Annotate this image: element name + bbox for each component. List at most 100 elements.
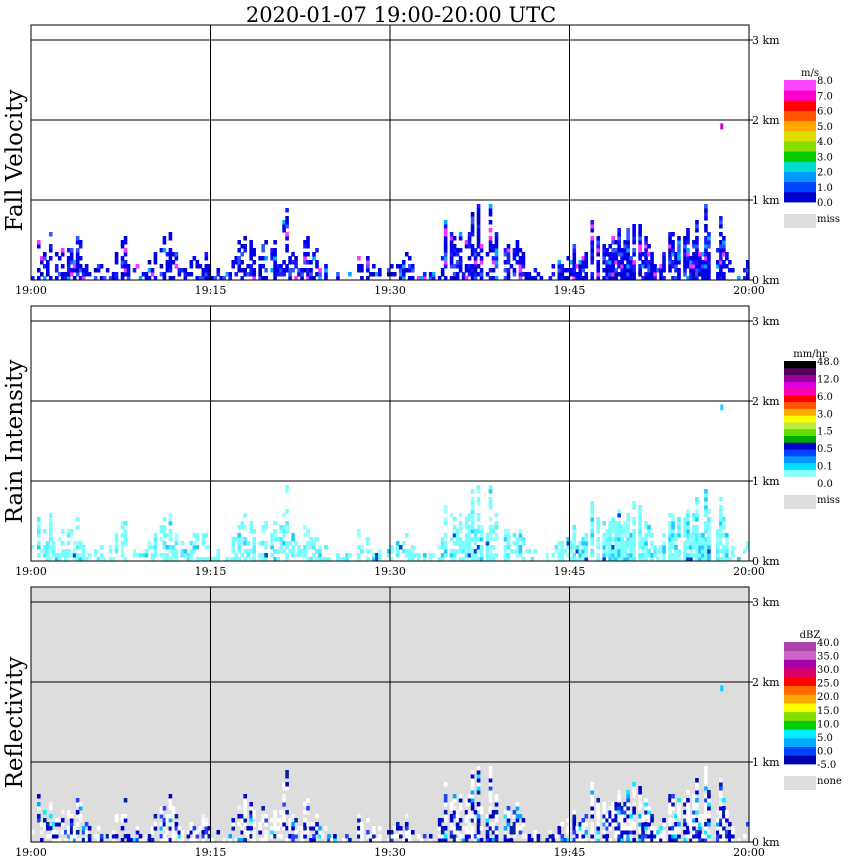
echo-cell	[449, 240, 454, 245]
echo-cell	[632, 232, 636, 237]
echo-cell	[171, 549, 176, 554]
echo-cell	[692, 798, 696, 803]
echo-cell	[78, 553, 83, 558]
echo-cell	[443, 541, 448, 546]
echo-cell	[719, 830, 723, 835]
echo-cell	[84, 822, 89, 827]
echo-cell	[207, 276, 212, 281]
echo-cell	[644, 521, 648, 526]
echo-cell	[473, 541, 478, 546]
echo-cell	[168, 248, 173, 253]
echo-cell	[494, 525, 499, 530]
y-tick-label: 0 km	[752, 836, 780, 849]
echo-cell	[596, 248, 601, 253]
echo-cell	[345, 553, 349, 558]
echo-cell	[207, 264, 212, 269]
echo-cell	[662, 545, 666, 550]
echo-cell	[318, 830, 322, 835]
echo-cell	[375, 557, 379, 562]
echo-cell	[638, 533, 642, 538]
echo-cell	[48, 525, 53, 530]
echo-cell	[641, 537, 645, 542]
echo-cell	[626, 260, 630, 265]
echo-cell	[404, 252, 409, 257]
colorbar-unit: mm/hr	[793, 349, 827, 360]
echo-cell	[695, 236, 699, 241]
echo-cell	[668, 541, 672, 546]
echo-cell	[569, 557, 574, 562]
echo-cell	[108, 545, 113, 550]
echo-cell	[470, 264, 475, 269]
echo-cell	[584, 264, 589, 269]
echo-cell	[273, 810, 277, 815]
echo-cell	[506, 838, 511, 843]
echo-cell	[521, 537, 526, 542]
echo-cell	[72, 541, 77, 546]
echo-cell	[84, 830, 89, 835]
echo-cell	[506, 810, 511, 815]
echo-cell	[692, 276, 696, 281]
colorbar-label: 0.0	[817, 198, 833, 209]
y-tick-label: 0 km	[752, 555, 780, 568]
echo-cell	[494, 533, 499, 538]
panel-ylabel: Reflectivity	[2, 657, 28, 789]
echo-cell	[707, 541, 711, 546]
echo-cell	[488, 204, 493, 209]
echo-cell	[719, 497, 723, 502]
echo-cell	[147, 541, 152, 546]
echo-cell	[36, 276, 41, 281]
echo-cell	[611, 240, 615, 245]
echo-cell	[470, 790, 475, 795]
echo-cell	[677, 521, 681, 526]
echo-cell	[650, 256, 654, 261]
echo-cell	[656, 268, 660, 273]
echo-cell	[72, 268, 77, 273]
echo-cell	[674, 557, 678, 562]
echo-cell	[291, 814, 295, 819]
echo-cell	[303, 240, 307, 245]
echo-cell	[473, 276, 478, 281]
echo-cell	[252, 268, 256, 273]
echo-cell	[264, 276, 268, 281]
echo-cell	[590, 794, 595, 799]
echo-cell	[165, 553, 170, 558]
echo-cell	[674, 545, 678, 550]
echo-cell	[494, 537, 499, 542]
echo-cell	[515, 549, 520, 554]
echo-cell	[470, 774, 475, 779]
echo-cell	[458, 802, 463, 807]
echo-cell	[581, 541, 586, 546]
colorbar-swatch	[784, 703, 816, 713]
echo-cell	[48, 244, 53, 249]
echo-cell	[99, 553, 104, 558]
echo-cell	[120, 272, 125, 277]
echo-cell	[704, 774, 708, 779]
echo-cell	[704, 826, 708, 831]
echo-cell	[36, 806, 41, 811]
echo-cell	[512, 541, 517, 546]
echo-cell	[470, 489, 475, 494]
x-tick-label: 19:30	[374, 846, 406, 859]
echo-cell	[620, 264, 624, 269]
echo-cell	[443, 276, 448, 281]
echo-cell	[560, 553, 565, 558]
echo-cell	[192, 826, 197, 831]
echo-cell	[605, 834, 609, 839]
echo-cell	[512, 256, 517, 261]
echo-cell	[698, 834, 702, 839]
echo-cell	[48, 537, 53, 542]
echo-cell	[240, 276, 245, 281]
colorbar-swatch	[784, 755, 816, 765]
echo-cell	[378, 826, 382, 831]
colorbar-swatch	[784, 415, 816, 423]
echo-cell	[692, 529, 696, 534]
echo-cell	[704, 557, 708, 562]
echo-cell	[123, 236, 128, 241]
echo-cell	[264, 545, 268, 550]
echo-cell	[602, 276, 606, 281]
echo-cell	[461, 541, 466, 546]
echo-cell	[443, 834, 448, 839]
echo-cell	[632, 794, 636, 799]
echo-cell	[473, 529, 478, 534]
echo-cell	[291, 537, 295, 542]
